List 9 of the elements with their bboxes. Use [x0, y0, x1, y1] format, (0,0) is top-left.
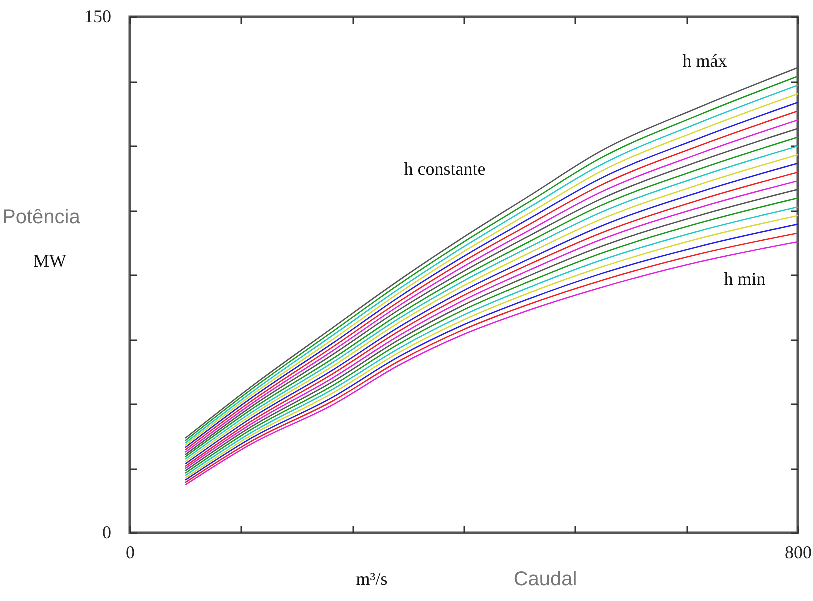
annotation: h máx [682, 51, 728, 71]
x-axis-title: Caudal [514, 568, 578, 590]
text: MW [34, 251, 67, 271]
y-tick-label: 150 [84, 6, 112, 26]
annotation: h min [724, 269, 766, 289]
y-axis-title: Potência [2, 206, 82, 228]
text: m³/s [356, 569, 388, 589]
x-tick-label: 800 [785, 542, 812, 562]
annotation: h constante [404, 159, 486, 179]
